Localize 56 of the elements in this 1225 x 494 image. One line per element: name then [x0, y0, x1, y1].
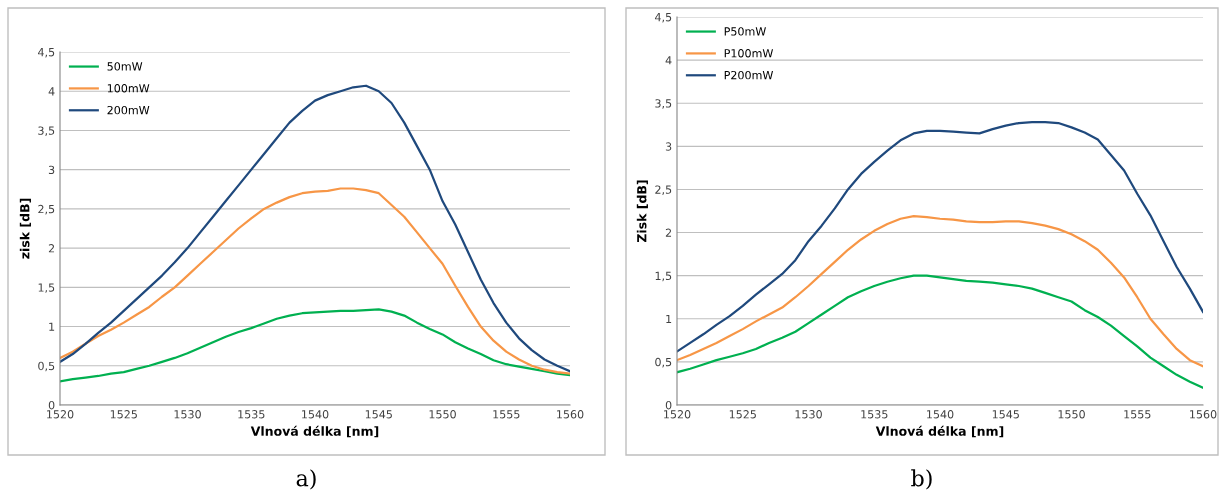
y-tick-label: 4,5 [655, 13, 672, 23]
legend-label: 200mW [107, 105, 150, 115]
y-tick-label: 3,5 [38, 126, 55, 136]
x-tick-label: 1545 [365, 410, 392, 419]
x-tick-label: 1520 [664, 410, 691, 419]
y-tick-label: 0,5 [655, 357, 672, 368]
legend-label: P50mW [724, 27, 766, 36]
y-tick-label: 0 [48, 400, 55, 410]
x-tick-label: 1535 [861, 410, 888, 419]
y-tick-label: 3 [665, 142, 672, 151]
x-tick-label: 1520 [47, 410, 74, 419]
y-tick-label: 3,5 [655, 99, 672, 109]
y-tick-label: 1 [666, 314, 672, 323]
y-tick-label: 0,5 [38, 361, 55, 372]
x-tick-label: 1550 [1058, 410, 1085, 419]
legend-label: P200mW [724, 70, 774, 80]
y-tick-label: 4,5 [38, 48, 55, 58]
line-series [677, 215, 1203, 368]
line-series [60, 84, 570, 373]
y-tick-label: 2 [48, 244, 55, 253]
line-series [677, 274, 1203, 389]
x-tick-label: 1555 [1124, 410, 1151, 419]
x-tick-label: 1530 [174, 410, 201, 419]
line-series [60, 308, 570, 383]
x-tick-label: 1540 [927, 410, 954, 419]
y-tick-label: 0 [665, 400, 672, 410]
text: b) [911, 469, 932, 490]
x-tick-label: 1530 [795, 410, 822, 419]
x-tick-label: 1540 [302, 410, 329, 419]
y-tick-label: 2,5 [655, 185, 672, 195]
y-tick-label: 1,5 [655, 271, 672, 282]
text: a) [296, 469, 316, 490]
x-tick-label: 1550 [429, 410, 456, 419]
y-tick-label: 4 [48, 87, 55, 96]
x-tick-label: 1545 [992, 410, 1019, 419]
y-tick-label: 3 [48, 165, 55, 175]
y-axis-title: Zisk [dB] [636, 180, 648, 243]
y-tick-label: 1,5 [38, 283, 55, 293]
y-tick-label: 4 [665, 56, 672, 65]
y-tick-label: 2 [665, 228, 672, 237]
x-axis-title: Vlnová délka [nm] [875, 425, 1004, 438]
x-axis-title: Vlnová délka [nm] [250, 425, 379, 438]
x-tick-label: 1555 [493, 410, 520, 419]
x-tick-label: 1525 [729, 410, 756, 419]
y-tick-label: 1 [49, 322, 55, 331]
legend-label: P100mW [724, 49, 774, 58]
line-series [677, 121, 1203, 353]
y-tick-label: 2,5 [38, 204, 55, 215]
line-series [60, 187, 570, 375]
legend-label: 50mW [107, 62, 143, 71]
legend-label: 100mW [107, 84, 150, 93]
x-tick-label: 1525 [110, 410, 137, 419]
x-tick-label: 1560 [557, 410, 584, 419]
x-tick-label: 1535 [238, 410, 265, 419]
x-tick-label: 1560 [1190, 410, 1217, 419]
y-axis-title: zisk [dB] [19, 198, 31, 259]
